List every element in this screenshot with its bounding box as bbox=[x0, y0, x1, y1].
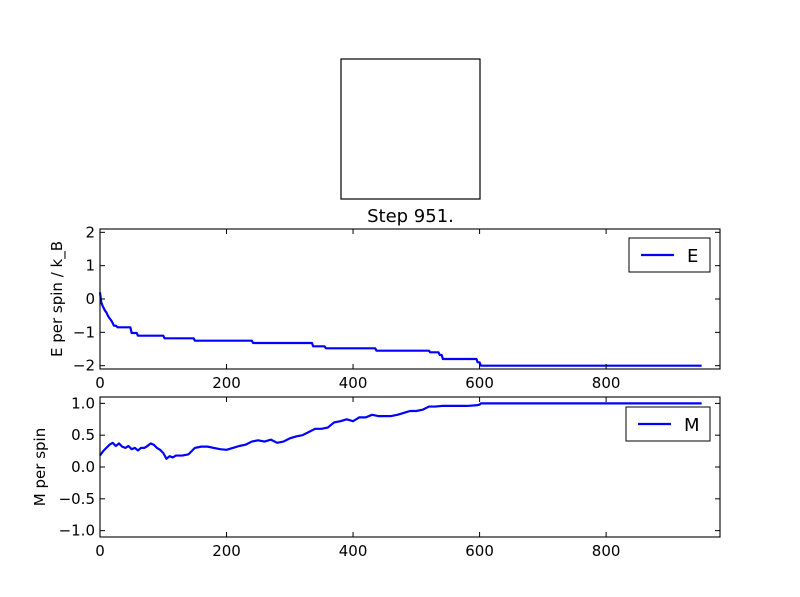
y-tick-label: 0.5 bbox=[71, 426, 95, 444]
x-tick-label: 200 bbox=[212, 542, 241, 560]
y-tick-label: 1.0 bbox=[71, 394, 95, 412]
y-tick-label: −0.5 bbox=[59, 490, 95, 508]
x-tick-label: 600 bbox=[465, 374, 494, 392]
x-tick-label: 800 bbox=[592, 542, 621, 560]
y-axis-label: M per spin bbox=[31, 428, 49, 506]
series-line-m bbox=[99, 402, 702, 460]
y-tick-label: 2 bbox=[85, 223, 95, 241]
legend-label: E bbox=[687, 246, 698, 267]
y-axis-label: E per spin / k_B bbox=[48, 241, 67, 357]
x-tick-label: 800 bbox=[592, 374, 621, 392]
lattice-title: Step 951. bbox=[367, 206, 454, 227]
lattice-frame bbox=[340, 58, 481, 200]
x-tick-label: 0 bbox=[95, 374, 105, 392]
legend: M bbox=[625, 406, 711, 442]
magnetization-chart: 0 200 400 600 800 1.0 0.5 0.0 −0.5 −1.0 M per spin… bbox=[31, 394, 721, 560]
x-tick-label: 0 bbox=[95, 542, 105, 560]
legend: E bbox=[628, 237, 711, 273]
y-tick-label: −2 bbox=[73, 357, 95, 375]
x-tick-label: 200 bbox=[212, 374, 241, 392]
x-tick-label: 400 bbox=[339, 374, 368, 392]
lattice-panel: Step 951. bbox=[340, 58, 481, 227]
legend-label: M bbox=[684, 415, 700, 436]
axes-frame bbox=[99, 228, 721, 370]
series-line-e bbox=[98, 292, 702, 367]
x-tick-label: 600 bbox=[465, 542, 494, 560]
x-tick-label: 400 bbox=[339, 542, 368, 560]
y-tick-label: 0.0 bbox=[71, 458, 95, 476]
y-tick-label: −1 bbox=[73, 323, 95, 341]
y-tick-label: −1.0 bbox=[59, 522, 95, 540]
y-tick-label: 1 bbox=[85, 257, 95, 275]
energy-chart: 0 200 400 600 800 2 1 0 −1 −2 E per spin / k_B E bbox=[48, 223, 721, 392]
y-tick-label: 0 bbox=[85, 290, 95, 308]
